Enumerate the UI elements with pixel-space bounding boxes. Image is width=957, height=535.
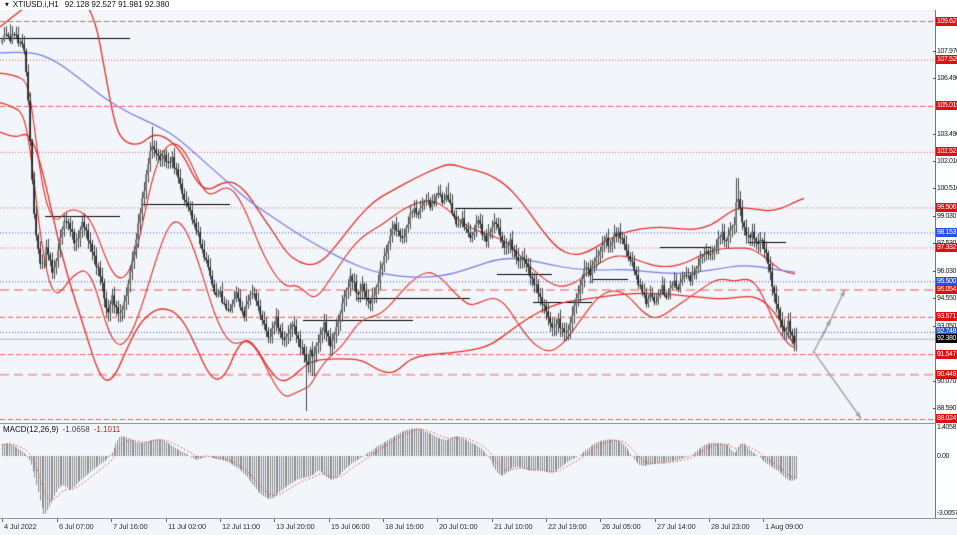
price-axis-label: 109.627 (936, 16, 957, 26)
axis-tick (933, 160, 936, 162)
pane-divider[interactable] (0, 423, 957, 424)
price-axis-label: 92.380 (936, 334, 957, 344)
chart-title-bar: ▼ XTIUSD.i,H1 92.128 92.527 91.981 92.380 (0, 0, 957, 10)
time-axis-label: 21 Jul 10:00 (494, 522, 533, 531)
price-axis-label: 95.054 (936, 284, 957, 294)
time-axis-label: 27 Jul 14:00 (657, 522, 696, 531)
axis-tick (933, 78, 936, 80)
axis-tick (933, 188, 936, 190)
axis-tick (933, 133, 936, 135)
time-axis-tick (492, 519, 493, 522)
price-axis-label: 102.010 (933, 157, 957, 166)
time-axis-divider (0, 518, 957, 519)
axis-tick (933, 380, 936, 382)
macd-main-value: -1.0658 (62, 425, 90, 434)
price-chart-canvas[interactable] (0, 10, 936, 423)
time-axis-tick (600, 519, 601, 522)
axis-tick (933, 298, 936, 300)
axis-tick (933, 215, 936, 217)
price-axis-label: 102.521 (936, 147, 957, 157)
axis-tick (933, 325, 936, 327)
time-axis-tick (546, 519, 547, 522)
time-axis-label: 1 Aug 09:00 (765, 522, 803, 531)
time-axis-tick (166, 519, 167, 522)
axis-tick (933, 270, 936, 272)
macd-axis-label: -3.0057 (937, 510, 957, 517)
price-axis-label: 105.019 (936, 101, 957, 111)
time-axis-label: 6 Jul 07:00 (59, 522, 94, 531)
chart-dropdown-icon[interactable]: ▼ (3, 1, 11, 9)
macd-indicator-label: MACD(12,26,9) -1.0658 -1.1011 (3, 425, 120, 434)
axis-tick (933, 408, 936, 410)
price-axis-label: 96.030 (933, 267, 956, 276)
price-axis-label: 90.070 (933, 377, 956, 386)
time-axis-tick (709, 519, 710, 522)
macd-params: MACD(12,26,9) (3, 425, 59, 434)
axis-tick (933, 243, 936, 245)
price-axis-label: 106.490 (933, 74, 957, 83)
time-axis-tick (437, 519, 438, 522)
price-axis-label: 88.590 (933, 404, 956, 413)
time-axis-label: 4 Jul 2022 (4, 522, 37, 531)
time-axis-label: 11 Jul 02:00 (168, 522, 206, 531)
time-axis-tick (383, 519, 384, 522)
price-axis-border (935, 0, 936, 518)
ohlc-values: 92.128 92.527 91.981 92.380 (64, 0, 170, 9)
price-axis[interactable]: 109.627 107.970107.525 106.490 105.019 103.4… (933, 0, 957, 518)
time-axis[interactable]: 4 Jul 2022 6 Jul 07:00 7 Jul 16:00 11 Jul 0… (0, 519, 957, 535)
time-axis-label: 12 Jul 11:00 (222, 522, 260, 531)
time-axis-label: 22 Jul 19:00 (548, 522, 587, 531)
axis-tick (933, 51, 936, 53)
time-axis-tick (220, 519, 221, 522)
price-axis-label: 99.506 (936, 202, 957, 212)
time-axis-label: 13 Jul 20:00 (276, 522, 315, 531)
time-axis-label: 7 Jul 16:00 (113, 522, 148, 531)
symbol-timeframe-label: XTIUSD.i,H1 (12, 0, 59, 9)
price-axis-label: 94.550 (933, 294, 956, 303)
price-axis-label: 95.500 (936, 276, 957, 286)
time-axis-tick (57, 519, 58, 522)
price-axis-label: 93.050 (933, 322, 956, 331)
price-axis-label: 90.449 (936, 369, 957, 379)
time-axis-label: 15 Jul 06:00 (331, 522, 370, 531)
time-axis-label: 20 Jul 01:00 (439, 522, 478, 531)
time-axis-tick (329, 519, 330, 522)
macd-indicator-canvas[interactable] (0, 424, 936, 518)
macd-axis-label: 1.4058 (937, 424, 957, 432)
macd-signal-value: -1.1011 (93, 425, 121, 434)
price-axis-label: 97.332 (936, 243, 957, 252)
price-axis-label: 98.153 (936, 227, 957, 237)
time-axis-tick (111, 519, 112, 522)
price-axis-label: 92.748 (936, 327, 957, 337)
price-axis-label: 107.525 (936, 55, 957, 65)
time-axis-tick (2, 519, 3, 522)
price-axis-label: 93.571 (936, 312, 957, 322)
price-axis-label: 103.490 (933, 130, 957, 139)
macd-axis-label: 0.00 (937, 452, 950, 460)
time-axis-tick (274, 519, 275, 522)
time-axis-tick (655, 519, 656, 522)
price-axis-label: 107.970 (933, 47, 957, 56)
price-axis-label: 99.030 (933, 212, 956, 221)
time-axis-label: 18 Jul 15:00 (385, 522, 424, 531)
time-axis-label: 26 Jul 05:00 (602, 522, 641, 531)
price-axis-label: 88.024 (936, 414, 957, 424)
price-axis-label: 91.547 (936, 349, 957, 359)
price-axis-label: 100.510 (933, 184, 957, 193)
time-axis-tick (763, 519, 764, 522)
time-axis-label: 28 Jul 23:00 (711, 522, 750, 531)
